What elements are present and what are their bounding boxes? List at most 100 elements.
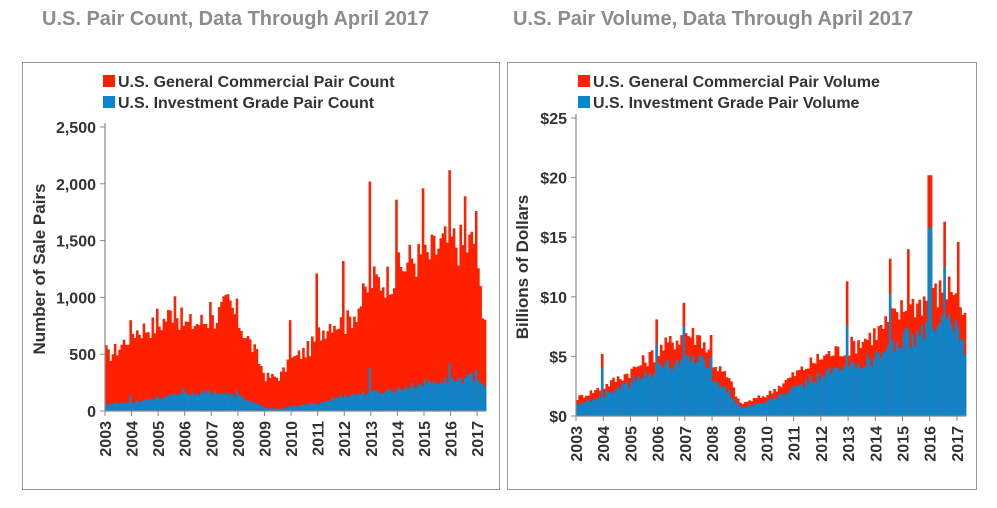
bar-investment-month-169 [959, 340, 962, 416]
bar-investment-month-41 [668, 368, 672, 416]
bar-investment-month-126 [861, 367, 865, 416]
bar-investment-month-121 [850, 361, 853, 416]
bar-investment-month-152 [920, 325, 924, 416]
bar-investment-month-85 [293, 405, 296, 411]
bar-general-month-48 [211, 315, 214, 411]
bar-investment-month-80 [282, 408, 285, 411]
bar-investment-month-47 [682, 326, 686, 416]
bar-investment-month-76 [748, 404, 751, 416]
bar-general-month-95 [315, 273, 319, 411]
x-tick-label-7: 2010 [759, 426, 776, 462]
bar-investment-month-125 [381, 393, 385, 411]
bar-investment-month-135 [404, 387, 407, 411]
bar-investment-month-148 [911, 334, 915, 416]
bar-investment-month-27 [637, 375, 640, 416]
bar-investment-month-14 [136, 400, 139, 411]
bar-investment-month-33 [650, 377, 654, 416]
bar-general-month-5 [116, 355, 119, 411]
bar-investment-month-106 [816, 372, 819, 416]
bar-investment-month-116 [839, 370, 842, 416]
bar-investment-month-67 [253, 403, 256, 411]
bar-investment-month-16 [140, 401, 144, 411]
bar-investment-month-28 [167, 396, 170, 411]
bar-investment-month-44 [202, 389, 206, 411]
x-tick-label-9: 2012 [814, 426, 831, 462]
bar-investment-month-83 [764, 402, 767, 416]
bar-investment-month-128 [388, 390, 392, 411]
bar-general-month-97 [319, 340, 323, 411]
bar-investment-month-89 [302, 404, 305, 411]
bar-general-month-162 [463, 196, 467, 411]
bar-investment-month-87 [773, 397, 776, 416]
bar-investment-month-156 [929, 227, 933, 416]
bar-investment-month-147 [909, 347, 912, 416]
bar-investment-month-53 [222, 393, 225, 411]
x-tick-label-8: 2011 [311, 421, 328, 456]
bar-investment-month-50 [689, 361, 692, 416]
bar-general-month-2 [109, 361, 112, 411]
bar-investment-month-46 [206, 390, 210, 411]
bar-general-month-121 [373, 266, 376, 411]
bar-general-month-56 [229, 300, 232, 411]
x-tick-label-11: 2014 [390, 421, 407, 457]
bar-general-month-132 [397, 252, 400, 411]
bar-investment-month-146 [907, 328, 910, 416]
bar-general-month-49 [213, 328, 217, 411]
bar-investment-month-134 [401, 390, 405, 411]
bar-investment-month-79 [755, 403, 758, 416]
bar-general-month-30 [171, 322, 175, 411]
bar-general-month-54 [224, 294, 228, 411]
bar-investment-month-135 [882, 352, 885, 416]
bar-investment-month-31 [173, 393, 177, 411]
bar-investment-month-68 [730, 397, 733, 416]
y-tick-label-5: 2,500 [56, 120, 96, 137]
bar-investment-month-20 [149, 398, 152, 411]
bar-investment-month-151 [439, 382, 443, 411]
bar-investment-month-148 [432, 381, 436, 411]
bar-investment-month-70 [734, 402, 738, 416]
bar-investment-month-5 [587, 399, 590, 416]
bar-investment-month-123 [854, 367, 858, 416]
x-tick-label-4: 2007 [204, 421, 221, 457]
y-axis-title: Number of Sale Pairs [30, 183, 49, 354]
bar-investment-month-120 [370, 390, 374, 411]
bar-investment-month-73 [266, 408, 270, 411]
bar-investment-month-133 [399, 389, 403, 411]
bar-investment-month-119 [368, 367, 372, 411]
bar-general-month-159 [457, 265, 460, 411]
bar-general-month-163 [466, 252, 469, 411]
bar-investment-month-58 [707, 368, 711, 416]
bar-investment-month-58 [233, 397, 237, 411]
bar-general-month-75 [271, 373, 274, 411]
bar-investment-month-47 [209, 392, 212, 411]
bar-investment-month-119 [845, 325, 849, 416]
x-tick-label-1: 2004 [596, 426, 613, 462]
bar-general-month-44 [202, 324, 206, 411]
bar-investment-month-97 [319, 402, 323, 411]
bar-investment-month-102 [807, 384, 810, 416]
bar-general-month-83 [288, 320, 292, 411]
bar-investment-month-45 [678, 364, 681, 416]
bar-general-month-154 [446, 242, 449, 411]
x-tick-label-8: 2011 [787, 426, 804, 461]
bar-general-month-25 [160, 330, 163, 411]
bar-investment-month-91 [306, 404, 310, 411]
bar-investment-month-42 [198, 394, 201, 411]
x-tick-label-5: 2008 [231, 421, 248, 457]
legend-label-investment: U.S. Investment Grade Pair Count [118, 95, 375, 112]
bar-investment-month-26 [634, 381, 638, 416]
bar-general-month-1 [107, 349, 110, 411]
bar-investment-month-136 [884, 351, 887, 416]
bar-investment-month-73 [741, 408, 745, 416]
bar-general-month-123 [377, 277, 381, 411]
bar-investment-month-16 [612, 392, 615, 416]
bar-general-month-103 [333, 325, 336, 411]
bar-general-month-55 [226, 294, 230, 411]
bar-general-month-60 [237, 328, 241, 411]
bar-investment-month-109 [346, 396, 350, 411]
bar-general-month-136 [406, 262, 409, 411]
bar-investment-month-37 [186, 394, 190, 411]
bar-investment-month-51 [691, 355, 695, 416]
bar-investment-month-12 [603, 397, 606, 416]
bar-investment-month-145 [904, 327, 908, 416]
